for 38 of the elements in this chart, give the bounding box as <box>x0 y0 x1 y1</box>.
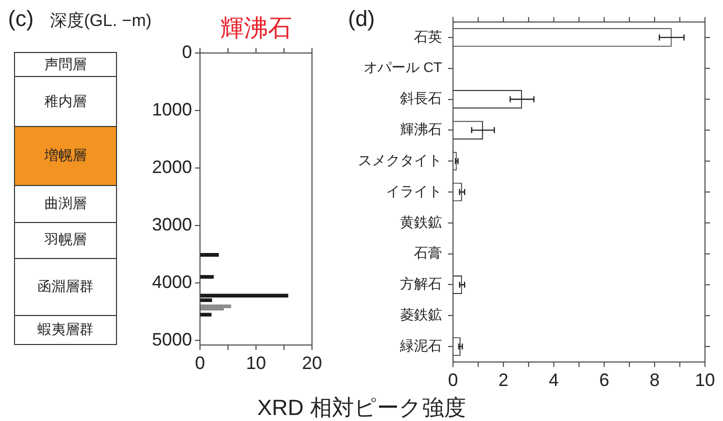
x-tick-label: 0 <box>448 370 458 390</box>
category-label: 声問層 <box>14 52 117 78</box>
x-tick-label: 6 <box>599 370 610 390</box>
y-tick-label: 黄鉄鉱 <box>400 214 442 230</box>
x-tick-label: 4 <box>548 370 559 390</box>
y-tick-label: 4000 <box>152 272 192 292</box>
y-tick-label: 斜長石 <box>400 90 442 106</box>
y-tick-label: オパール CT <box>363 59 442 76</box>
category-label: 函淵層群 <box>14 258 117 316</box>
y-tick-label: 5000 <box>152 329 192 350</box>
category-label: 曲渕層 <box>14 184 117 224</box>
x-tick-label: 2 <box>498 370 508 390</box>
chart-title: 輝沸石 <box>220 15 292 42</box>
y-tick-label: 石膏 <box>414 244 442 261</box>
text: (d) <box>348 6 375 31</box>
y-tick-label: 2000 <box>152 156 192 177</box>
y-tick-label: 1000 <box>152 99 192 120</box>
y-tick-label: イライト <box>386 182 442 199</box>
y-tick-label: 3000 <box>152 214 192 234</box>
y-tick-label: 方解石 <box>400 276 442 292</box>
category-label: 羽幌層 <box>14 222 117 258</box>
x-tick-label: 8 <box>650 370 660 390</box>
x-axis-title: XRD 相対ピーク強度 <box>256 394 467 421</box>
y-tick-label: 石英 <box>414 28 442 44</box>
category-label: 蝦夷層群 <box>14 315 117 345</box>
x-tick-label: 10 <box>246 352 266 373</box>
category-label: 増幌層 <box>14 126 117 186</box>
x-tick-label: 0 <box>194 352 206 373</box>
y-tick-label: スメクタイト <box>358 152 442 168</box>
x-tick-label: 20 <box>302 352 322 373</box>
x-tick-label: 10 <box>694 370 716 390</box>
y-tick-label: 緑泥石 <box>399 337 442 354</box>
y-tick-label: 0 <box>182 42 192 62</box>
y-axis-title: 深度(GL. −m) <box>50 11 152 30</box>
y-tick-label: 菱鉄鉱 <box>400 306 442 322</box>
category-label: 稚内層 <box>14 76 117 128</box>
y-tick-label: 輝沸石 <box>400 121 442 138</box>
text: (c) <box>8 6 34 31</box>
